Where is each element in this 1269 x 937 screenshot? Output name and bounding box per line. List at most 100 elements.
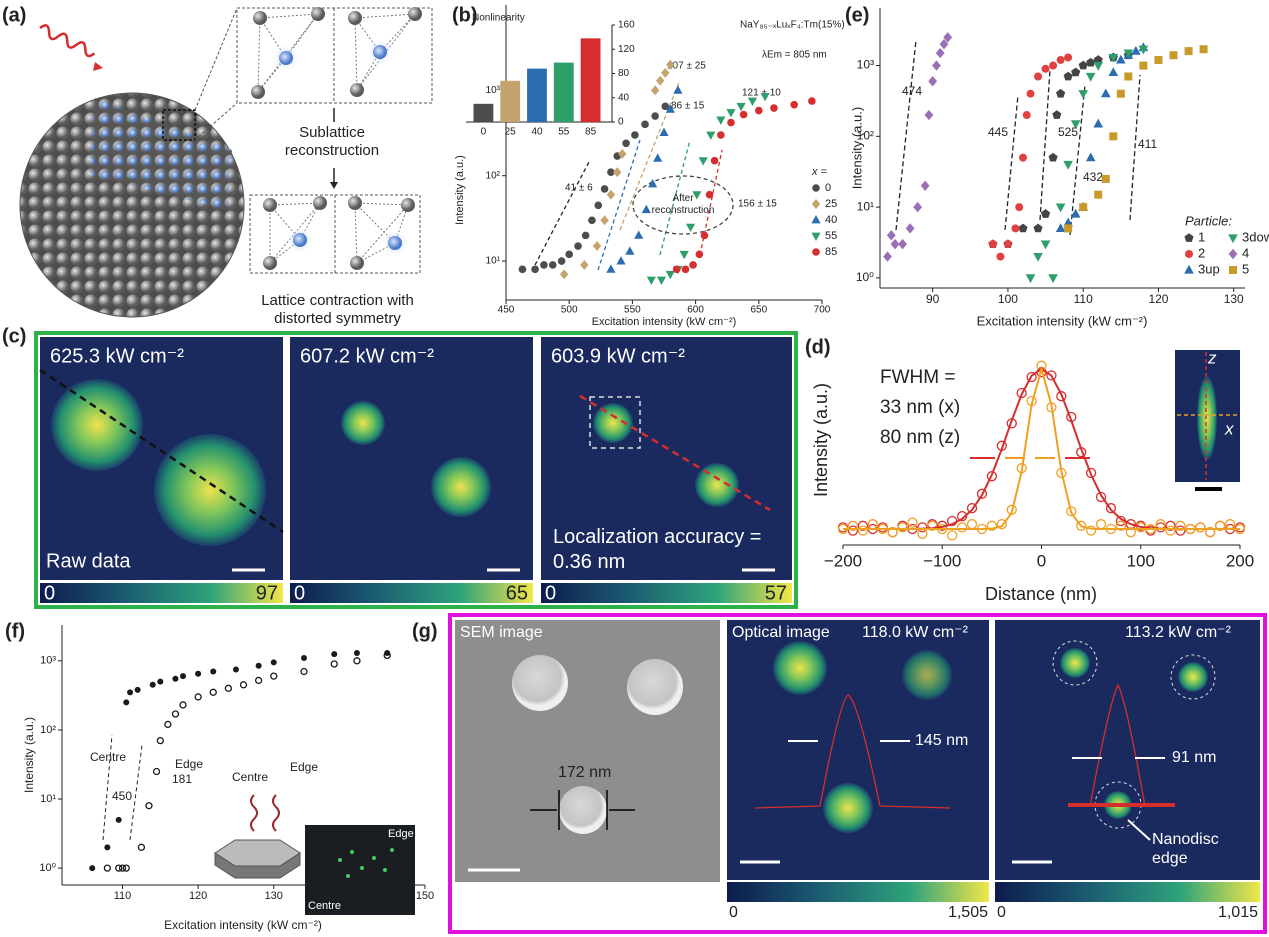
marker [665, 270, 675, 280]
marker [920, 180, 930, 192]
marker [254, 676, 263, 685]
marker [886, 230, 896, 241]
marker [179, 701, 187, 709]
marker [1154, 55, 1163, 64]
marker [1139, 61, 1148, 70]
bar [553, 62, 574, 122]
marker [1015, 203, 1024, 212]
marker [239, 681, 248, 689]
marker [943, 32, 953, 43]
colorbar-label: 97 [256, 582, 278, 604]
y-tick-label: 10² [486, 170, 501, 181]
x-tick-label: −100 [923, 551, 961, 570]
marker [1116, 54, 1126, 64]
x-axis-label: Excitation intensity (kW cm⁻²) [977, 313, 1148, 328]
annotation: 86 ± 15 [671, 101, 705, 112]
x-tick-label: 200 [1226, 551, 1254, 570]
image-panels-g [455, 620, 1260, 902]
x-tick-label: 130 [265, 890, 283, 902]
marker [104, 844, 111, 851]
marker [118, 864, 127, 872]
marker [330, 660, 338, 668]
x-tick-label: 100 [998, 292, 1018, 306]
marker [986, 471, 998, 482]
marker [700, 231, 709, 240]
marker [152, 767, 161, 776]
marker [656, 75, 665, 86]
marker [736, 102, 746, 112]
marker [1101, 174, 1110, 183]
marker [1049, 61, 1058, 70]
x-tick-label: 90 [926, 292, 940, 306]
marker [857, 525, 868, 536]
annotation: 474 [902, 84, 922, 98]
legend-label: 55 [825, 230, 837, 242]
disc-inset [214, 794, 415, 915]
legend-title: Particle: [1185, 213, 1232, 228]
marker [928, 76, 938, 87]
marker [679, 250, 689, 260]
y-axis-label: Intensity (a.u.) [22, 717, 36, 793]
marker [808, 97, 816, 105]
legend-marker [1229, 266, 1237, 274]
marker [1108, 53, 1119, 63]
x-tick-label: 110 [114, 890, 132, 902]
panel-label: (f) [5, 620, 25, 642]
image-label: 603.9 kW cm⁻² [551, 345, 685, 367]
marker [300, 667, 308, 676]
x-tick-label: −200 [824, 551, 862, 570]
image-label: SEM image [460, 624, 543, 641]
legend-marker [1185, 250, 1193, 258]
marker [1124, 72, 1133, 81]
legend-label: 25 [825, 198, 837, 210]
marker [1184, 47, 1193, 56]
y-tick-label: 0 [618, 117, 624, 128]
legend-label: 3down [1242, 229, 1269, 244]
y-tick-label: 10³ [486, 85, 501, 96]
marker [747, 97, 758, 106]
annotation: 450 [112, 789, 132, 803]
colorbar-label: 65 [506, 582, 528, 604]
marker [1071, 67, 1081, 77]
marker [145, 802, 153, 810]
marker [1205, 527, 1216, 538]
nanoparticle-illustration [19, 7, 433, 318]
x-axis-label: Excitation intensity (kW cm⁻²) [164, 918, 322, 932]
marker [661, 102, 670, 111]
image-label: 113.2 kW cm⁻² [1125, 624, 1232, 641]
marker [1086, 57, 1096, 67]
marker [171, 710, 180, 718]
annotation: 445 [988, 125, 1008, 139]
y-axis-label: Intensity (a.u.) [454, 155, 466, 225]
marker [518, 265, 527, 274]
marker [706, 131, 716, 140]
marker [1026, 89, 1035, 98]
marker [1215, 520, 1226, 531]
annotation: 107 ± 25 [667, 61, 706, 72]
marker [935, 47, 945, 59]
marker [1018, 153, 1027, 162]
legend-label: 40 [825, 214, 837, 226]
panel-border [448, 613, 1267, 934]
y-tick-label: 10¹ [486, 256, 501, 267]
marker [739, 110, 748, 119]
marker [1048, 152, 1058, 162]
marker [1109, 132, 1118, 141]
marker [134, 686, 141, 693]
image-label: 172 nm [558, 764, 611, 781]
x-tick-label: 450 [498, 305, 515, 316]
caption: Lattice contraction with distorted symme… [261, 292, 414, 327]
x-tick-label: 0 [1037, 551, 1046, 570]
marker [847, 525, 859, 536]
marker [631, 131, 639, 139]
marker [232, 666, 239, 673]
colorbar-label: 0 [294, 582, 305, 604]
marker [1138, 45, 1149, 55]
annotation: 181 [172, 772, 192, 786]
marker [164, 720, 172, 729]
marker [149, 681, 156, 688]
marker [1095, 519, 1107, 530]
x-tick-label: 120 [1148, 292, 1168, 306]
legend-marker [812, 184, 820, 192]
marker [1115, 520, 1127, 531]
